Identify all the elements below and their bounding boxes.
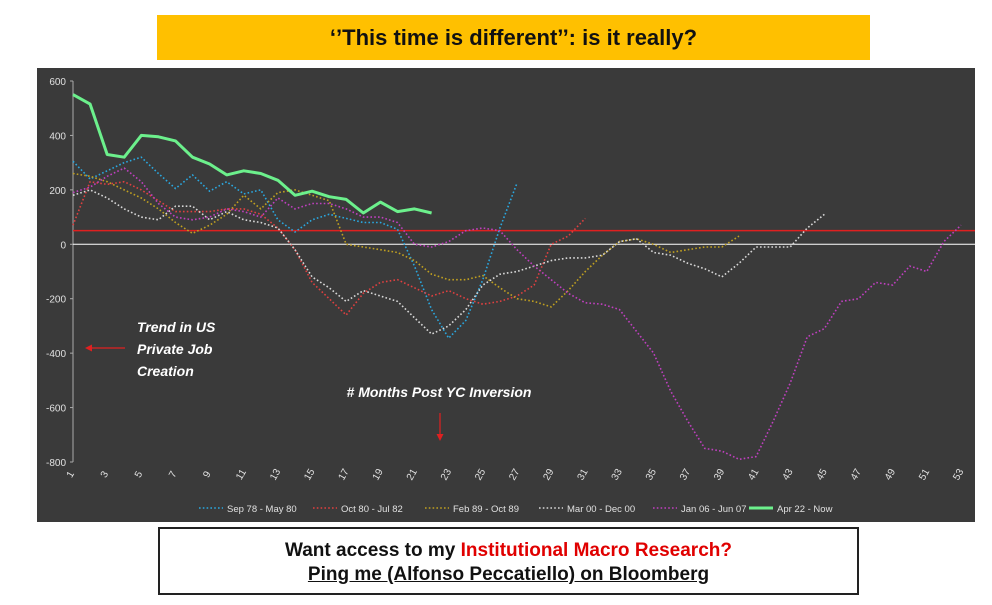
- annotation-arrowhead-down: [436, 434, 444, 441]
- legend-label: Feb 89 - Oct 89: [453, 504, 519, 515]
- x-tick-label: 17: [337, 467, 352, 483]
- series-line-6: [72, 93, 432, 215]
- legend-label: Mar 00 - Dec 00: [567, 504, 635, 515]
- y-tick-label: -600: [46, 404, 66, 415]
- chart-panel: 600 400 200 0 -200 -400 -600 -800 1 3 5 7 9 11 13 15 17 1…: [37, 68, 975, 522]
- annotation-arrowhead-left: [85, 344, 92, 352]
- series-line-4: [72, 189, 825, 335]
- y-tick-label: -800: [46, 458, 66, 469]
- x-tick-label: 37: [678, 467, 693, 483]
- series-line-5: [72, 167, 962, 461]
- legend-label: Jan 06 - Jun 07: [681, 504, 747, 515]
- x-tick-label: 41: [746, 467, 761, 483]
- series-line-1: [72, 156, 518, 340]
- cta-box: Want access to my Institutional Macro Re…: [158, 527, 859, 595]
- x-tick-label: 53: [951, 467, 966, 483]
- x-tick-label: 13: [268, 467, 283, 483]
- x-tick-label: 25: [473, 467, 488, 483]
- x-tick-label: 23: [439, 467, 454, 483]
- cta-line-2: Ping me (Alfonso Peccatiello) on Bloombe…: [307, 564, 710, 585]
- annotation-y-label: Creation: [137, 363, 194, 379]
- legend-label: Sep 78 - May 80: [227, 504, 297, 515]
- title-banner: ‘’This time is different’’: is it really…: [157, 15, 870, 60]
- legend-label: Oct 80 - Jul 82: [341, 504, 403, 515]
- y-tick-label: -200: [46, 295, 66, 306]
- x-tick-label: 1: [65, 469, 78, 480]
- x-tick-label: 11: [234, 467, 249, 482]
- x-tick-label: 51: [917, 467, 932, 483]
- x-tick-label: 9: [201, 469, 214, 480]
- legend-label: Apr 22 - Now: [777, 504, 833, 515]
- x-tick-label: 31: [576, 467, 591, 483]
- cta-highlight: Institutional Macro Research?: [460, 540, 732, 561]
- x-tick-label: 29: [541, 467, 556, 483]
- page-title: ‘’This time is different’’: is it really…: [329, 24, 698, 50]
- y-tick-label: 400: [49, 131, 66, 142]
- x-tick-label: 15: [302, 467, 317, 483]
- x-tick-label: 3: [99, 469, 112, 480]
- x-tick-label: 49: [883, 467, 898, 483]
- y-tick-label: 200: [49, 186, 66, 197]
- y-tick-label: 600: [49, 77, 66, 88]
- x-tick-label: 35: [644, 467, 659, 483]
- x-tick-label: 39: [712, 467, 727, 483]
- y-tick-label: -400: [46, 349, 66, 360]
- annotation-y-label: Trend in US: [137, 319, 216, 335]
- x-tick-label: 5: [133, 469, 146, 480]
- x-tick-label: 19: [371, 467, 386, 483]
- x-tick-label: 21: [405, 467, 420, 483]
- x-tick-label: 45: [815, 467, 830, 483]
- x-tick-label: 33: [610, 467, 625, 483]
- annotation-y-label: Private Job: [137, 341, 213, 357]
- series-line-3: [72, 172, 740, 308]
- x-tick-label: 43: [781, 467, 796, 483]
- cta-line-1: Want access to my Institutional Macro Re…: [160, 539, 857, 563]
- x-tick-label: 7: [167, 469, 180, 480]
- x-tick-label: 27: [507, 467, 522, 483]
- y-tick-label: 0: [60, 240, 66, 251]
- series-line-2: [72, 180, 586, 316]
- cta-prefix: Want access to my: [285, 540, 461, 561]
- x-tick-label: 47: [849, 467, 864, 483]
- annotation-x-label: # Months Post YC Inversion: [347, 384, 532, 400]
